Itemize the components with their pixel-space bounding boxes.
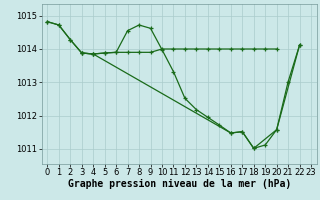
X-axis label: Graphe pression niveau de la mer (hPa): Graphe pression niveau de la mer (hPa)	[68, 179, 291, 189]
